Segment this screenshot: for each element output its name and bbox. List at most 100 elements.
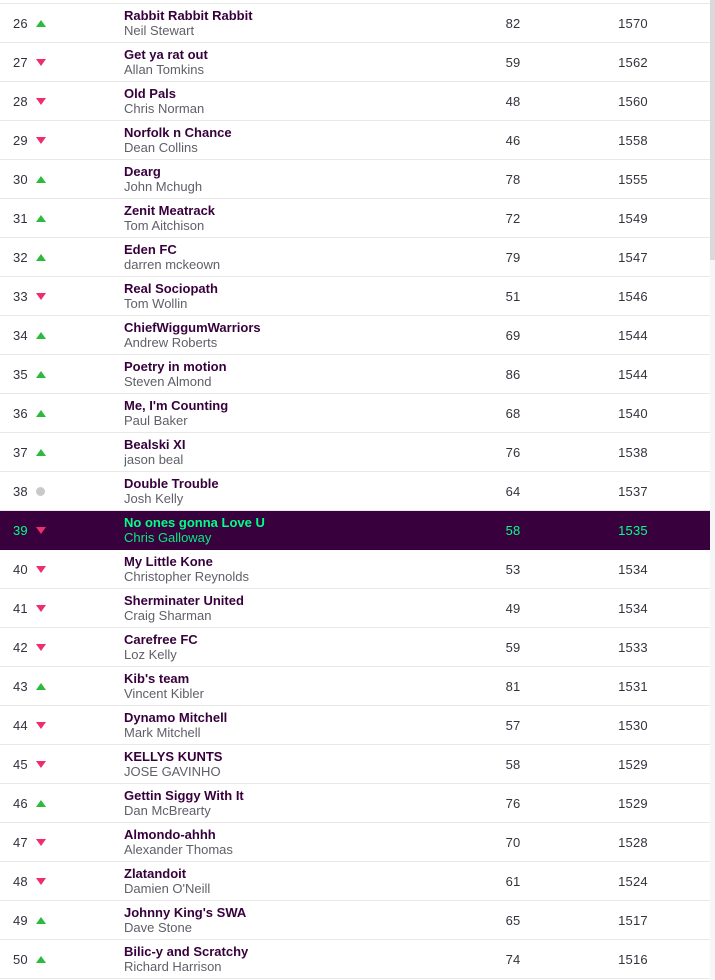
team-name[interactable]: ChiefWiggumWarriors [124, 320, 261, 335]
standings-row[interactable]: 40 My Little Kone Christopher Reynolds 5… [0, 550, 710, 589]
manager-name: Christopher Reynolds [124, 569, 250, 584]
rank-cell: 50 [0, 952, 124, 967]
team-name[interactable]: Norfolk n Chance [124, 125, 232, 140]
team-name[interactable]: Bealski XI [124, 437, 186, 452]
manager-name: Steven Almond [124, 374, 212, 389]
gameweek-points: 79 [505, 249, 521, 265]
team-name[interactable]: Almondo-ahhh [124, 827, 216, 842]
team-name[interactable]: Gettin Siggy With It [124, 788, 244, 803]
team-name[interactable]: Sherminater United [124, 593, 244, 608]
team-name[interactable]: Get ya rat out [124, 47, 208, 62]
team-name[interactable]: Rabbit Rabbit Rabbit [124, 8, 253, 23]
rank-cell: 49 [0, 913, 124, 928]
gameweek-points: 58 [505, 522, 521, 538]
standings-row[interactable]: 48 Zlatandoit Damien O'Neill 61 1524 [0, 862, 710, 901]
rank-label: 48 [13, 873, 28, 889]
rank-cell: 40 [0, 562, 124, 577]
total-points: 1517 [618, 912, 648, 928]
manager-name: Allan Tomkins [124, 62, 204, 77]
team-name[interactable]: No ones gonna Love U [124, 515, 265, 530]
team-name[interactable]: Real Sociopath [124, 281, 218, 296]
team-cell: Kib's team Vincent Kibler [124, 671, 453, 701]
team-name[interactable]: Eden FC [124, 242, 177, 257]
standings-row[interactable]: 43 Kib's team Vincent Kibler 81 1531 [0, 667, 710, 706]
standings-row[interactable]: 39 No ones gonna Love U Chris Galloway 5… [0, 511, 710, 550]
rank-label: 38 [13, 483, 28, 499]
team-name[interactable]: Carefree FC [124, 632, 198, 647]
standings-row[interactable]: 47 Almondo-ahhh Alexander Thomas 70 1528 [0, 823, 710, 862]
total-points: 1555 [618, 171, 648, 187]
rank-label: 39 [13, 522, 28, 538]
scrollbar[interactable] [710, 0, 715, 980]
standings-row[interactable]: 30 Dearg John Mchugh 78 1555 [0, 160, 710, 199]
rank-label: 41 [13, 600, 28, 616]
standings-row[interactable]: 45 KELLYS KUNTS JOSE GAVINHO 58 1529 [0, 745, 710, 784]
team-name[interactable]: Old Pals [124, 86, 177, 101]
standings-row[interactable]: 36 Me, I'm Counting Paul Baker 68 1540 [0, 394, 710, 433]
gameweek-points: 51 [505, 288, 521, 304]
movement-up-icon [36, 253, 46, 262]
standings-row[interactable]: 44 Dynamo Mitchell Mark Mitchell 57 1530 [0, 706, 710, 745]
rank-cell: 48 [0, 874, 124, 889]
total-points: 1534 [618, 561, 648, 577]
gameweek-points: 58 [505, 756, 521, 772]
movement-up-icon [36, 175, 46, 184]
total-points: 1534 [618, 600, 648, 616]
standings-row[interactable]: 41 Sherminater United Craig Sharman 49 1… [0, 589, 710, 628]
rank-label: 29 [13, 132, 28, 148]
team-name[interactable]: Me, I'm Counting [124, 398, 229, 413]
team-cell: Eden FC darren mckeown [124, 242, 453, 272]
movement-down-icon [36, 565, 46, 574]
team-name[interactable]: Kib's team [124, 671, 190, 686]
manager-name: Josh Kelly [124, 491, 184, 506]
standings-row[interactable]: 38 Double Trouble Josh Kelly 64 1537 [0, 472, 710, 511]
team-name[interactable]: Dynamo Mitchell [124, 710, 228, 725]
team-name[interactable]: Dearg [124, 164, 161, 179]
standings-row[interactable]: 31 Zenit Meatrack Tom Aitchison 72 1549 [0, 199, 710, 238]
team-cell: Bealski XI jason beal [124, 437, 453, 467]
total-points: 1531 [618, 678, 648, 694]
standings-row[interactable]: 33 Real Sociopath Tom Wollin 51 1546 [0, 277, 710, 316]
gameweek-points: 53 [505, 561, 521, 577]
team-cell: Johnny King's SWA Dave Stone [124, 905, 453, 935]
standings-row[interactable]: 34 ChiefWiggumWarriors Andrew Roberts 69… [0, 316, 710, 355]
standings-row[interactable]: 32 Eden FC darren mckeown 79 1547 [0, 238, 710, 277]
rank-label: 37 [13, 444, 28, 460]
rank-cell: 45 [0, 757, 124, 772]
team-name[interactable]: KELLYS KUNTS [124, 749, 223, 764]
movement-down-icon [36, 292, 46, 301]
rank-cell: 33 [0, 289, 124, 304]
team-cell: Dynamo Mitchell Mark Mitchell [124, 710, 453, 740]
team-cell: Double Trouble Josh Kelly [124, 476, 453, 506]
gameweek-points: 59 [505, 54, 521, 70]
team-name[interactable]: Johnny King's SWA [124, 905, 247, 920]
team-name[interactable]: Poetry in motion [124, 359, 227, 374]
movement-up-icon [36, 214, 46, 223]
manager-name: Vincent Kibler [124, 686, 204, 701]
team-name[interactable]: My Little Kone [124, 554, 213, 569]
team-name[interactable]: Zenit Meatrack [124, 203, 216, 218]
standings-row[interactable]: 42 Carefree FC Loz Kelly 59 1533 [0, 628, 710, 667]
standings-row[interactable]: 29 Norfolk n Chance Dean Collins 46 1558 [0, 121, 710, 160]
scrollbar-thumb[interactable] [710, 0, 715, 260]
movement-down-icon [36, 760, 46, 769]
team-cell: Get ya rat out Allan Tomkins [124, 47, 453, 77]
manager-name: Dave Stone [124, 920, 192, 935]
team-cell: Almondo-ahhh Alexander Thomas [124, 827, 453, 857]
standings-row[interactable]: 50 Bilic-y and Scratchy Richard Harrison… [0, 940, 710, 979]
gameweek-points: 76 [505, 444, 521, 460]
total-points: 1529 [618, 756, 648, 772]
team-name[interactable]: Zlatandoit [124, 866, 187, 881]
standings-row[interactable]: 46 Gettin Siggy With It Dan McBrearty 76… [0, 784, 710, 823]
rank-label: 36 [13, 405, 28, 421]
rank-label: 32 [13, 249, 28, 265]
team-name[interactable]: Double Trouble [124, 476, 219, 491]
standings-row[interactable]: 37 Bealski XI jason beal 76 1538 [0, 433, 710, 472]
standings-row[interactable]: 49 Johnny King's SWA Dave Stone 65 1517 [0, 901, 710, 940]
standings-row[interactable]: 35 Poetry in motion Steven Almond 86 154… [0, 355, 710, 394]
standings-row[interactable]: 27 Get ya rat out Allan Tomkins 59 1562 [0, 43, 710, 82]
team-name[interactable]: Bilic-y and Scratchy [124, 944, 249, 959]
standings-row[interactable]: 28 Old Pals Chris Norman 48 1560 [0, 82, 710, 121]
standings-row[interactable]: 26 Rabbit Rabbit Rabbit Neil Stewart 82 … [0, 4, 710, 43]
gameweek-points: 74 [505, 951, 521, 967]
